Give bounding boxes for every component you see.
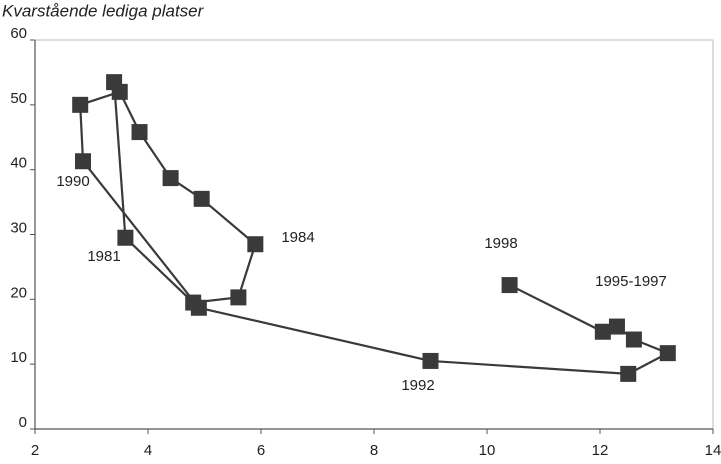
data-point xyxy=(75,153,92,170)
plot-frame xyxy=(34,39,714,430)
x-tick-label: 10 xyxy=(479,442,496,459)
data-point xyxy=(608,318,625,335)
data-point xyxy=(625,331,642,348)
data-point xyxy=(659,345,676,362)
annotation: 1995-1997 xyxy=(595,273,667,290)
y-tick-label: 30 xyxy=(10,219,27,236)
annotation: 1990 xyxy=(56,173,89,190)
y-tick-label: 0 xyxy=(19,414,27,431)
annotation: 1981 xyxy=(87,248,120,265)
y-tick-label: 50 xyxy=(10,90,27,107)
data-point xyxy=(230,289,247,306)
data-point xyxy=(117,229,134,246)
annotation: 1998 xyxy=(484,235,517,252)
data-point xyxy=(111,83,128,100)
data-point xyxy=(422,352,439,369)
x-tick-label: 2 xyxy=(31,442,39,459)
x-tick-label: 6 xyxy=(257,442,265,459)
chart-title: Kvarstående lediga platser xyxy=(2,1,205,20)
annotation: 1984 xyxy=(281,229,314,246)
data-point xyxy=(190,299,207,316)
data-point xyxy=(247,236,264,253)
data-point xyxy=(620,365,637,382)
data-point xyxy=(193,190,210,207)
data-point xyxy=(131,124,148,141)
data-point xyxy=(501,277,518,294)
data-point xyxy=(72,96,89,113)
data-point xyxy=(162,170,179,187)
y-tick-label: 40 xyxy=(10,155,27,172)
y-tick-label: 60 xyxy=(10,25,27,42)
series-line xyxy=(79,82,671,376)
y-tick-label: 20 xyxy=(10,284,27,301)
annotation: 1992 xyxy=(401,377,434,394)
x-tick-label: 4 xyxy=(144,442,152,459)
y-tick-label: 10 xyxy=(10,349,27,366)
x-tick-label: 8 xyxy=(370,442,378,459)
x-tick-label: 14 xyxy=(705,442,721,459)
x-tick-label: 12 xyxy=(592,442,609,459)
data-point xyxy=(594,323,611,340)
